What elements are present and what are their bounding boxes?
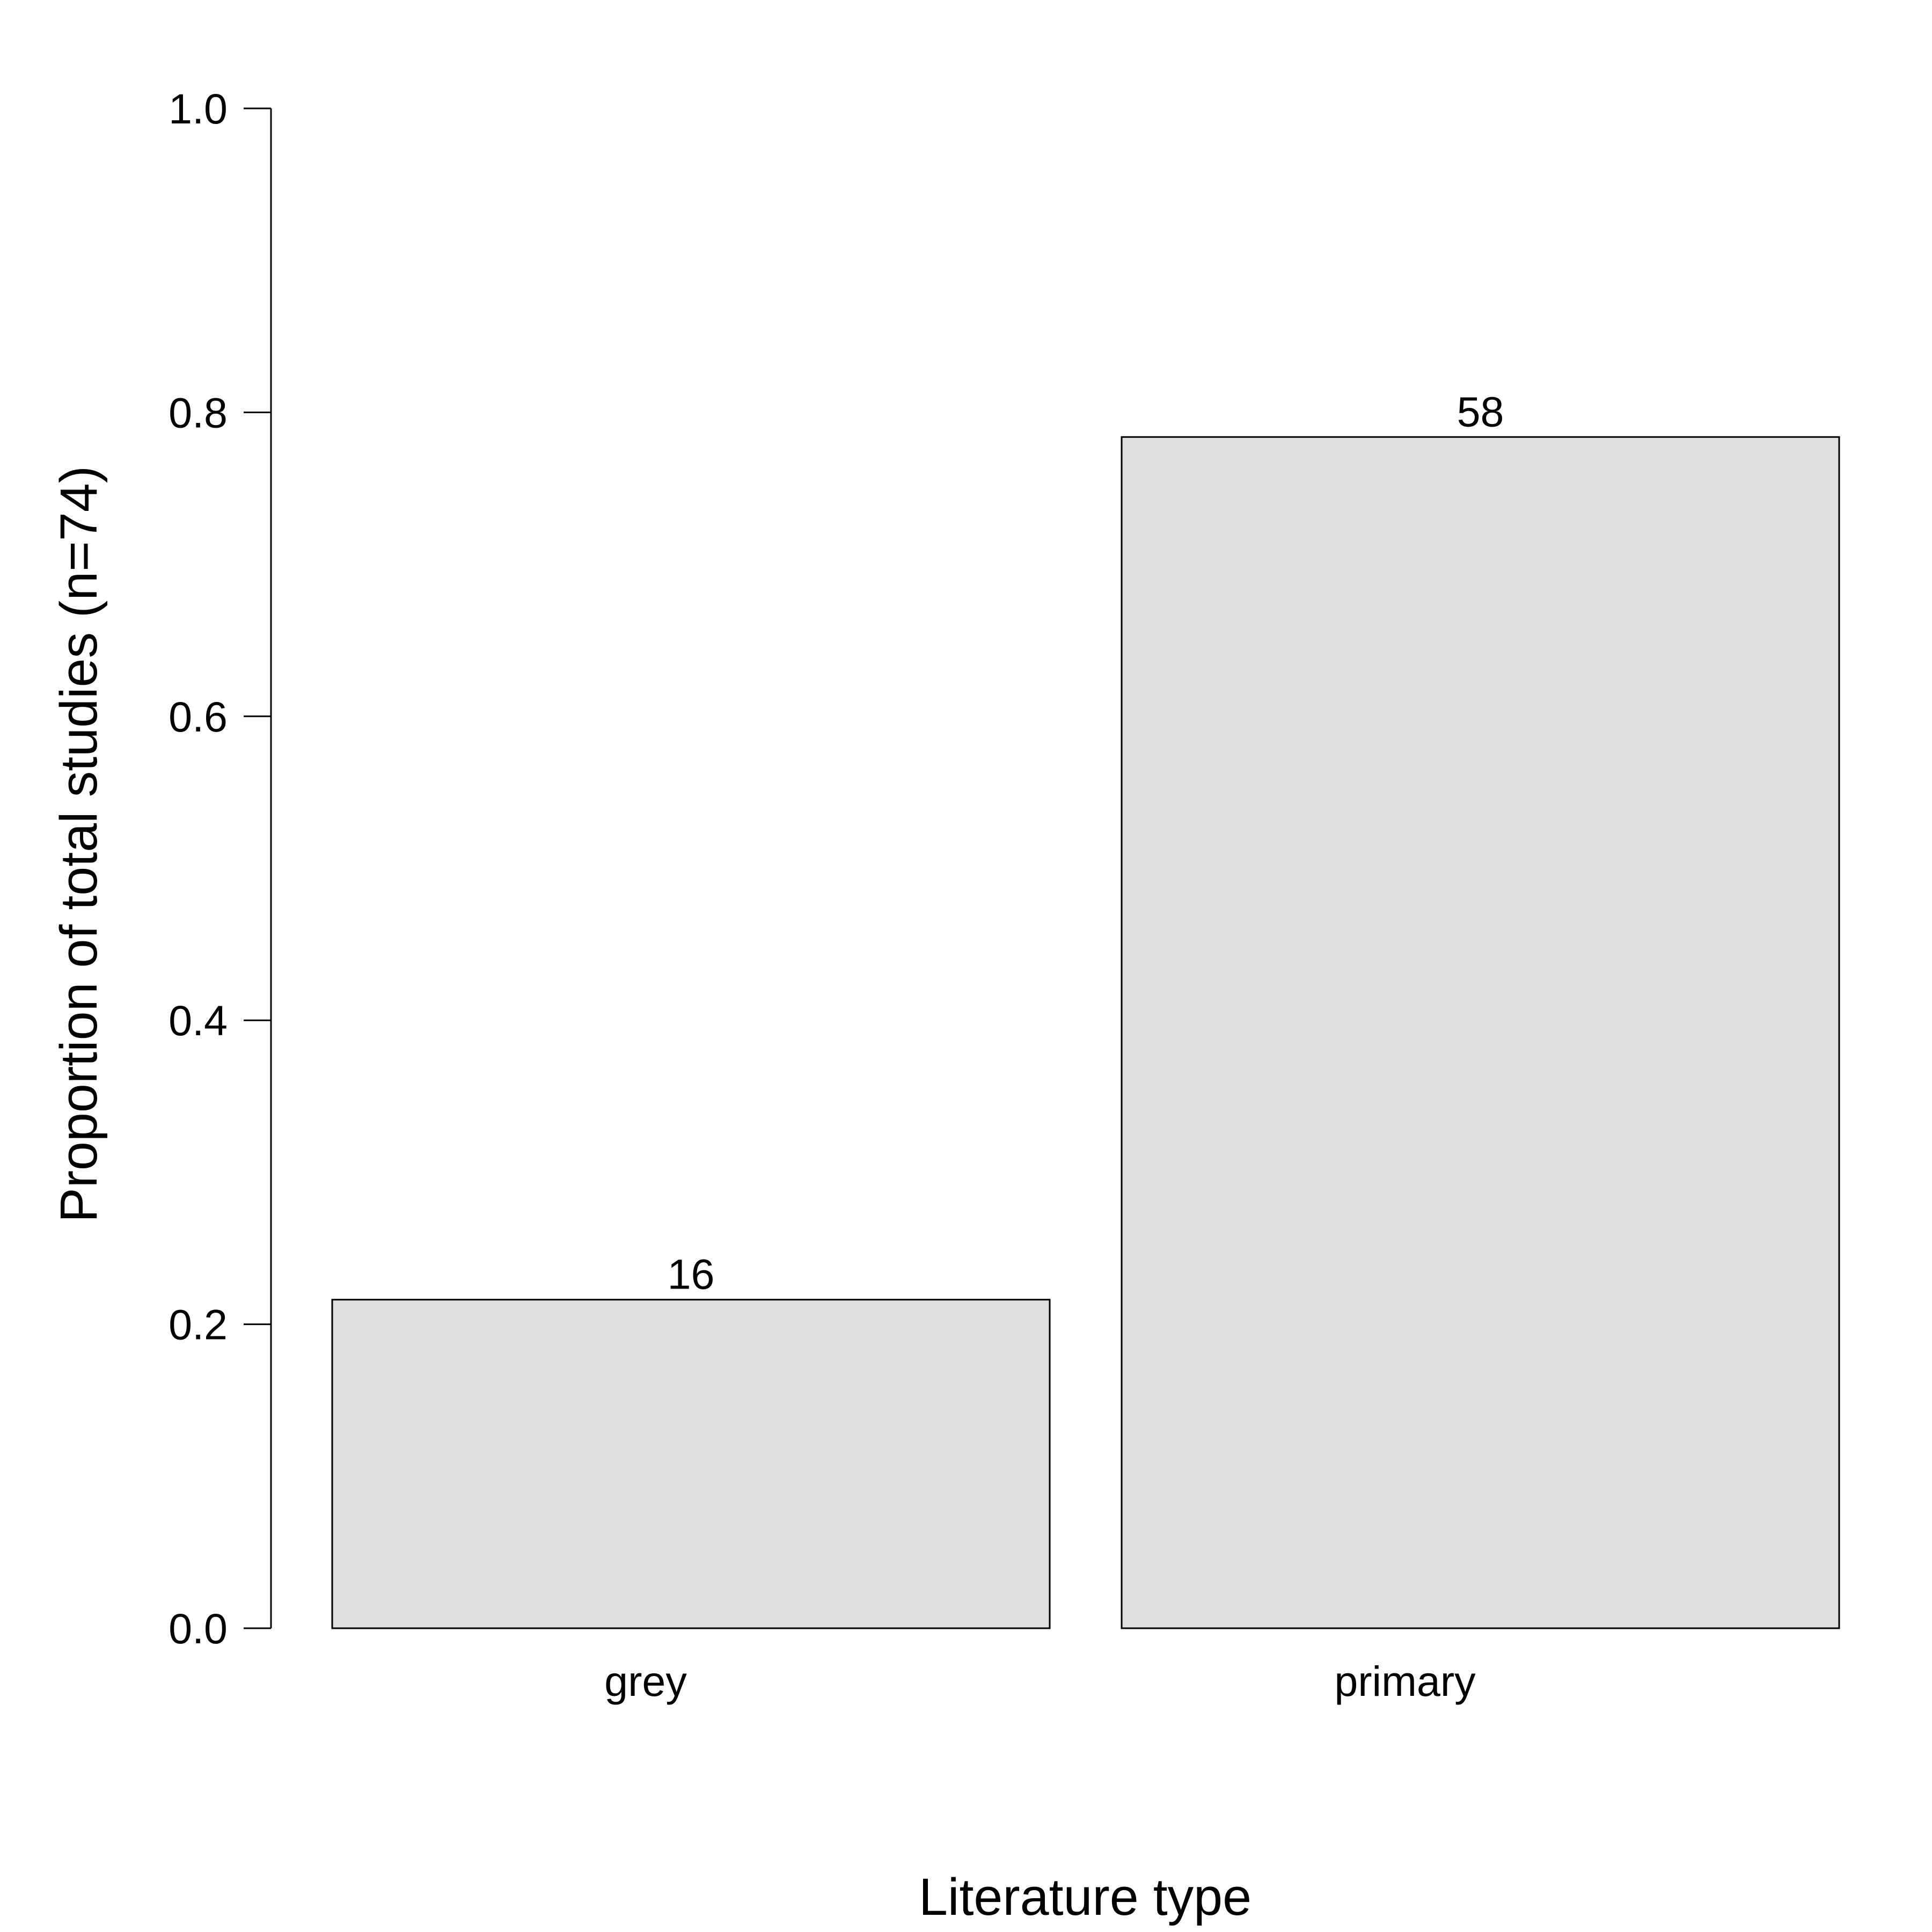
y-tick-label: 0.4 xyxy=(169,997,228,1044)
data-label-grey: 16 xyxy=(668,1250,715,1298)
bar-primary xyxy=(1121,436,1840,1629)
x-axis-title: Literature type xyxy=(919,1868,1252,1926)
bar-grey xyxy=(331,1299,1051,1629)
y-axis-title: Proportion of total studies (n=74) xyxy=(49,466,108,1223)
x-tick-label-grey: grey xyxy=(604,1657,687,1705)
y-tick-label: 0.2 xyxy=(169,1301,228,1349)
data-label-primary: 58 xyxy=(1457,387,1504,435)
x-tick-label-primary: primary xyxy=(1334,1657,1476,1705)
y-tick-label: 1.0 xyxy=(169,85,228,133)
y-axis: 0.0 0.2 0.4 0.6 0.8 1.0 xyxy=(169,85,272,1652)
x-axis: grey primary xyxy=(604,1657,1476,1705)
y-tick-label: 0.0 xyxy=(169,1605,228,1652)
y-tick-label: 0.8 xyxy=(169,389,228,436)
y-tick-label: 0.6 xyxy=(169,693,228,741)
